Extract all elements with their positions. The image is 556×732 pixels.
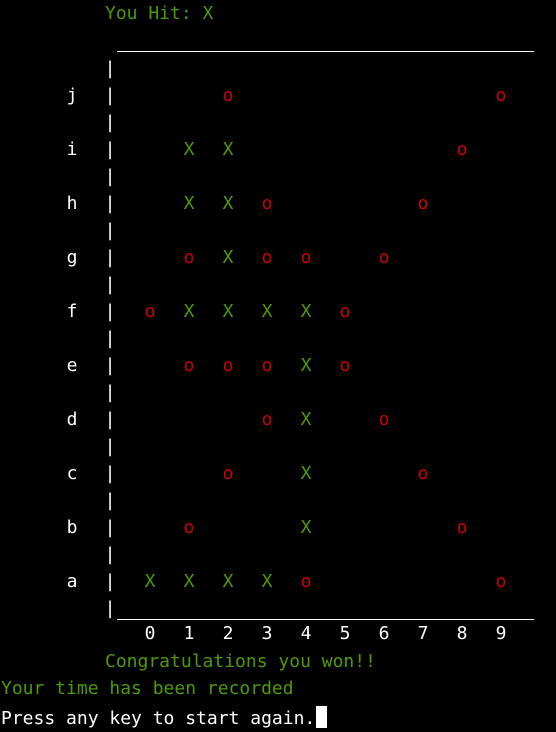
board-left-border-segment: | xyxy=(104,490,116,511)
miss-marker: o xyxy=(261,247,273,268)
column-label: 4 xyxy=(300,623,312,644)
board-left-border-segment: | xyxy=(104,436,116,457)
miss-marker: o xyxy=(378,409,390,430)
hit-marker: X xyxy=(300,517,312,538)
miss-marker: o xyxy=(183,517,195,538)
column-label: 7 xyxy=(417,623,429,644)
board-left-border-segment: | xyxy=(104,598,116,619)
hit-marker: X xyxy=(183,301,195,322)
board-left-border-segment: | xyxy=(104,139,116,160)
restart-prompt[interactable]: Press any key to start again. xyxy=(1,706,328,729)
row-label: h xyxy=(66,193,78,214)
hit-marker: X xyxy=(222,193,234,214)
text-cursor xyxy=(316,706,328,728)
miss-marker: o xyxy=(378,247,390,268)
miss-marker: o xyxy=(417,463,429,484)
miss-marker: o xyxy=(339,301,351,322)
row-label: b xyxy=(66,517,78,538)
board-left-border-segment: | xyxy=(104,463,116,484)
board-left-border-segment: | xyxy=(104,544,116,565)
column-label: 6 xyxy=(378,623,390,644)
board-bottom-border xyxy=(117,619,534,620)
miss-marker: o xyxy=(261,409,273,430)
miss-marker: o xyxy=(261,193,273,214)
miss-marker: o xyxy=(456,517,468,538)
hit-marker: X xyxy=(183,571,195,592)
row-label: i xyxy=(66,139,78,160)
miss-marker: o xyxy=(300,247,312,268)
hit-marker: X xyxy=(183,193,195,214)
status-prefix: You Hit: xyxy=(105,3,192,24)
miss-marker: o xyxy=(222,463,234,484)
board-top-border xyxy=(117,51,534,52)
column-label: 5 xyxy=(339,623,351,644)
miss-marker: o xyxy=(456,139,468,160)
miss-marker: o xyxy=(300,571,312,592)
hit-marker: X xyxy=(300,301,312,322)
row-label: f xyxy=(66,301,78,322)
restart-prompt-text: Press any key to start again. xyxy=(1,708,316,729)
board-left-border-segment: | xyxy=(104,193,116,214)
hit-marker: X xyxy=(300,463,312,484)
miss-marker: o xyxy=(222,355,234,376)
recorded-message: Your time has been recorded xyxy=(1,678,294,699)
column-label: 3 xyxy=(261,623,273,644)
board-left-border-segment: | xyxy=(104,85,116,106)
board-left-border-segment: | xyxy=(104,247,116,268)
miss-marker: o xyxy=(495,85,507,106)
win-message: Congratulations you won!! xyxy=(105,651,376,672)
hit-marker: X xyxy=(222,247,234,268)
board-left-border-segment: | xyxy=(104,220,116,241)
hit-marker: X xyxy=(222,301,234,322)
row-label: e xyxy=(66,355,78,376)
board-left-border-segment: | xyxy=(104,166,116,187)
hit-marker: X xyxy=(144,571,156,592)
miss-marker: o xyxy=(183,355,195,376)
hit-marker: X xyxy=(222,571,234,592)
board-left-border-segment: | xyxy=(104,274,116,295)
hit-marker: X xyxy=(300,355,312,376)
miss-marker: o xyxy=(183,247,195,268)
miss-marker: o xyxy=(495,571,507,592)
board-left-border-segment: | xyxy=(104,382,116,403)
board-left-border-segment: | xyxy=(104,571,116,592)
row-label: c xyxy=(66,463,78,484)
board-left-border-segment: | xyxy=(104,112,116,133)
status-last-hit: X xyxy=(202,3,214,24)
board-left-border-segment: | xyxy=(104,409,116,430)
column-label: 0 xyxy=(144,623,156,644)
row-label: a xyxy=(66,571,78,592)
board-left-border-segment: | xyxy=(104,301,116,322)
board-left-border-segment: | xyxy=(104,517,116,538)
hit-marker: X xyxy=(222,139,234,160)
row-label: g xyxy=(66,247,78,268)
miss-marker: o xyxy=(261,355,273,376)
column-label: 8 xyxy=(456,623,468,644)
board-left-border-segment: | xyxy=(104,328,116,349)
hit-marker: X xyxy=(300,409,312,430)
miss-marker: o xyxy=(417,193,429,214)
row-label: d xyxy=(66,409,78,430)
miss-marker: o xyxy=(339,355,351,376)
column-label: 9 xyxy=(495,623,507,644)
row-label: j xyxy=(66,85,78,106)
hit-marker: X xyxy=(183,139,195,160)
hit-marker: X xyxy=(261,571,273,592)
miss-marker: o xyxy=(144,301,156,322)
hit-marker: X xyxy=(261,301,273,322)
miss-marker: o xyxy=(222,85,234,106)
status-line: You Hit: X xyxy=(105,4,213,24)
column-label: 1 xyxy=(183,623,195,644)
column-label: 2 xyxy=(222,623,234,644)
board-left-border-segment: | xyxy=(104,58,116,79)
board-left-border-segment: | xyxy=(104,355,116,376)
